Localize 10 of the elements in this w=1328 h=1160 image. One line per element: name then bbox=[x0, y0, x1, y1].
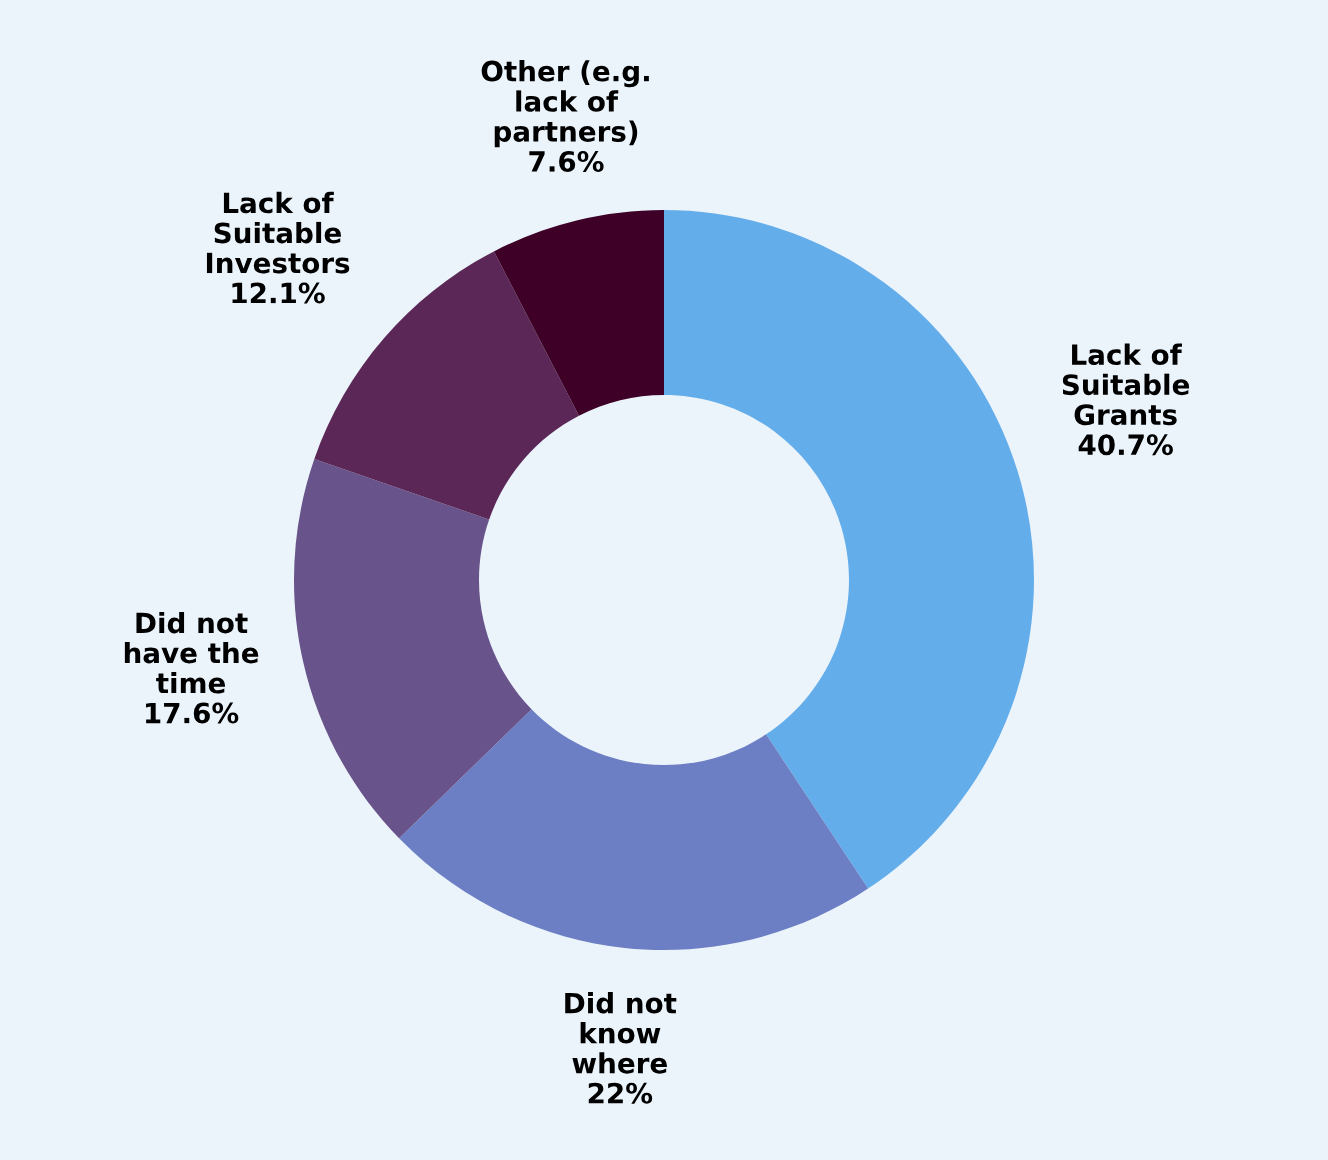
slice-label: Did not have the time bbox=[124, 611, 259, 694]
data-label: 12.1% bbox=[232, 282, 325, 304]
data-label: 17.6% bbox=[146, 702, 239, 724]
data-label: 7.6% bbox=[529, 150, 604, 172]
slice-label: Lack of Suitable Grants bbox=[1062, 343, 1190, 426]
slice-label: Did not know where bbox=[565, 992, 677, 1074]
data-label: 40.7% bbox=[1078, 434, 1173, 456]
slice-label: Lack of Suitable Investors bbox=[206, 191, 350, 274]
data-label: 22% bbox=[588, 1082, 653, 1104]
slice-label: Other (e.g. lack of partners) bbox=[481, 60, 649, 148]
